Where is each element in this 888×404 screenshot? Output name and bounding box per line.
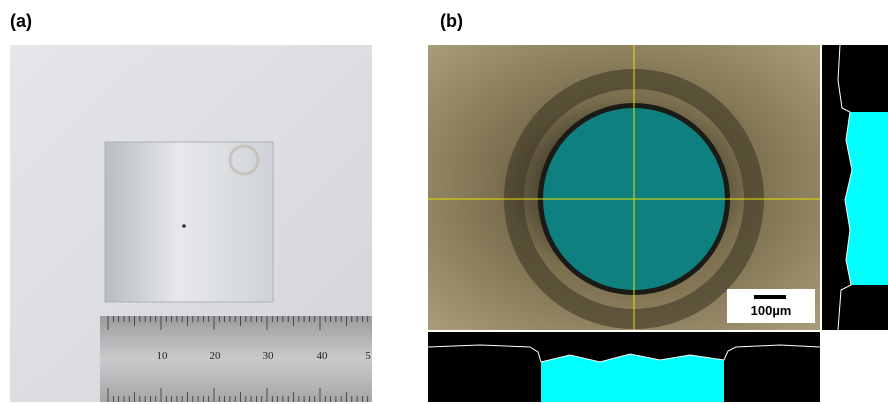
- ruler: 10 20 30 40 5: [100, 316, 372, 402]
- scale-bar: [754, 295, 786, 299]
- profile-fill: [541, 354, 724, 402]
- ruler-label: 10: [157, 350, 169, 362]
- aluminum-plate: [105, 142, 273, 302]
- ruler-label: 5: [365, 350, 371, 362]
- ruler-label: 40: [317, 350, 329, 362]
- panel-label: (b): [440, 11, 463, 31]
- plate-dot: [182, 224, 186, 228]
- ruler-label: 30: [263, 350, 275, 362]
- figure: (a) (b) 10 20 30 40 5 100µm: [0, 0, 888, 404]
- profile-fill: [845, 112, 888, 285]
- scale-label: 100µm: [751, 303, 792, 318]
- ruler-label: 20: [210, 350, 222, 362]
- panel-label: (a): [10, 11, 32, 31]
